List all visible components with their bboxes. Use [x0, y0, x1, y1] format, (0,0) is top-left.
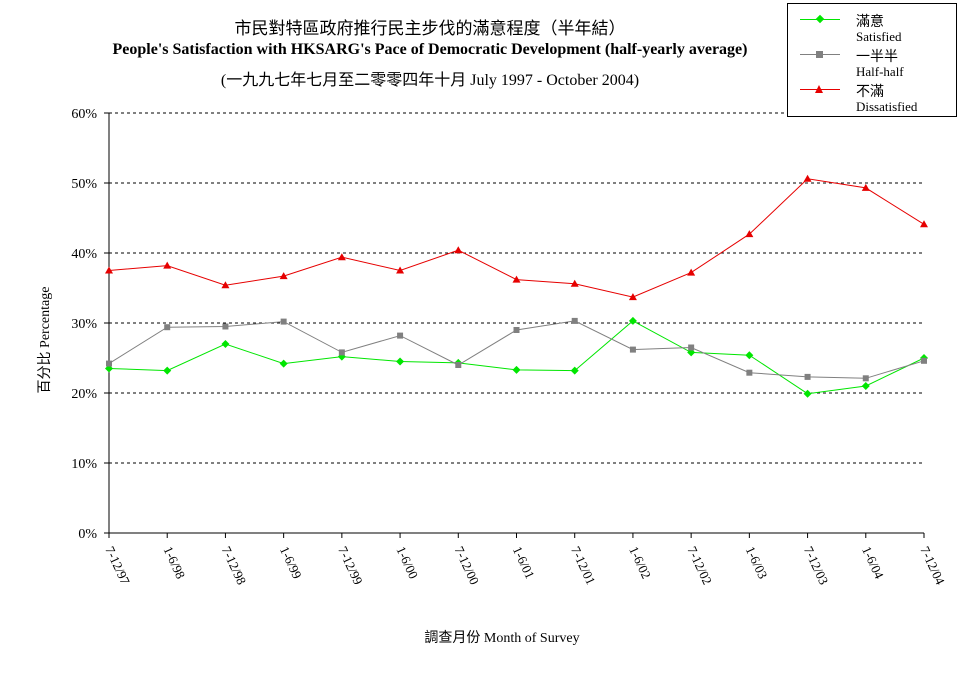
x-tick-label: 1-6/03 [743, 544, 771, 581]
triangle-marker-icon [815, 85, 823, 93]
diamond-marker-icon [815, 14, 825, 24]
data-point [861, 382, 870, 390]
x-tick-label: 7-12/99 [335, 544, 366, 587]
y-tick-label: 30% [71, 317, 97, 332]
y-tick-label: 0% [78, 527, 97, 542]
legend-label-en: Dissatisfied [856, 99, 918, 114]
data-point [803, 174, 812, 182]
data-point [163, 366, 172, 375]
legend-label-zh: 滿意 [856, 15, 884, 30]
data-point [396, 357, 405, 366]
x-tick-label: 1-6/02 [626, 544, 654, 581]
data-point [688, 344, 695, 351]
legend-item-satisfied: 滿意 Satisfied [788, 12, 958, 48]
data-point [920, 220, 928, 228]
data-point [105, 266, 113, 274]
data-point [513, 327, 520, 333]
x-tick-label: 1-6/01 [510, 544, 538, 581]
x-tick-label: 7-12/00 [452, 544, 483, 587]
data-point [163, 261, 172, 269]
data-point [628, 316, 637, 325]
data-point [221, 340, 230, 348]
x-tick-label: 7-12/02 [684, 544, 715, 587]
data-point [512, 275, 521, 283]
x-tick-label: 7-12/98 [219, 544, 250, 587]
data-point [746, 369, 753, 376]
data-point [861, 183, 870, 191]
legend-label-zh: 一半半 [856, 50, 898, 65]
data-point [745, 230, 754, 238]
data-point [803, 389, 812, 398]
data-point [570, 279, 579, 287]
legend-item-dissatisfied: 不滿 Dissatisfied [788, 82, 958, 118]
data-point [921, 357, 927, 364]
data-point [279, 359, 288, 368]
chart-title-chinese: 市民對特區政府推行民主步伐的滿意程度（半年結） [234, 19, 626, 38]
data-point [570, 366, 579, 375]
x-tick-label: 1-6/99 [277, 544, 305, 581]
data-point [629, 346, 636, 353]
chart-subtitle-period: (一九九七年七月至二零零四年十月 July 1997 - October 200… [220, 72, 640, 89]
x-tick-label: 7-12/03 [801, 544, 832, 587]
data-point [164, 324, 171, 331]
x-tick-label: 1-6/98 [160, 544, 188, 581]
data-point [628, 293, 637, 301]
y-tick-label: 50% [71, 177, 97, 192]
x-tick-label: 7-12/97 [102, 544, 133, 587]
data-point [337, 253, 346, 261]
x-tick-label: 1-6/04 [859, 544, 887, 582]
y-tick-label: 20% [71, 387, 97, 402]
data-point [687, 268, 696, 276]
data-point [745, 351, 754, 360]
data-point [455, 362, 462, 368]
data-point [571, 317, 578, 324]
x-tick-label: 7-12/01 [568, 544, 599, 587]
data-point [396, 266, 405, 274]
data-point [279, 272, 288, 280]
data-point [512, 365, 521, 374]
square-marker-icon [816, 51, 823, 58]
data-point [106, 360, 112, 367]
x-tick-label: 7-12/04 [917, 544, 948, 587]
legend-label-zh: 不滿 [856, 85, 884, 100]
data-point [804, 373, 811, 380]
legend-label-en: Satisfied [856, 29, 902, 44]
data-point [221, 281, 230, 289]
data-point [454, 246, 463, 254]
chart-legend: 滿意 Satisfied 一半半 Half-half 不滿 Dissatisfi… [787, 3, 957, 117]
x-axis-label: 調查月份 Month of Survey [424, 631, 580, 646]
x-tick-label: 1-6/00 [393, 544, 421, 581]
y-tick-label: 40% [71, 247, 97, 262]
legend-item-half-half: 一半半 Half-half [788, 47, 958, 83]
data-point [222, 323, 229, 330]
legend-label-en: Half-half [856, 64, 904, 79]
y-tick-label: 60% [71, 107, 97, 122]
data-point [280, 318, 287, 325]
data-point [397, 332, 404, 339]
data-point [862, 375, 869, 382]
chart-title-english: People's Satisfaction with HKSARG's Pace… [112, 41, 748, 58]
data-point [338, 349, 345, 356]
y-axis-label: 百分比 Percentage [38, 286, 53, 394]
y-tick-label: 10% [71, 457, 97, 472]
